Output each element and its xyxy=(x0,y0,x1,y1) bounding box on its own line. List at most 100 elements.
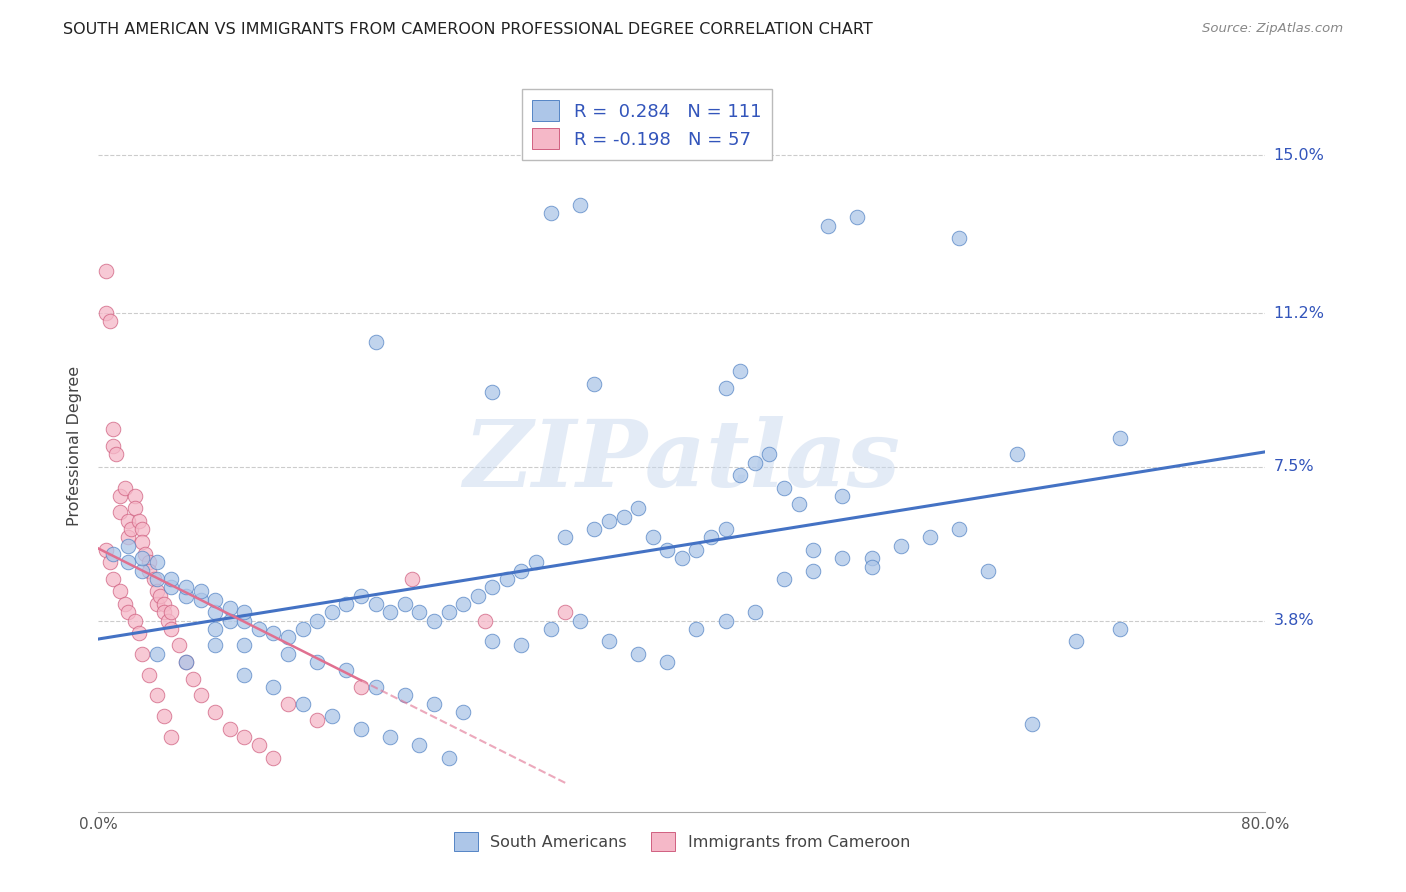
Point xyxy=(218,614,240,628)
Point xyxy=(153,597,176,611)
Point xyxy=(401,572,423,586)
Point xyxy=(117,555,139,569)
Point xyxy=(1007,447,1029,461)
Point xyxy=(149,589,172,603)
Point xyxy=(146,689,169,703)
Point xyxy=(627,501,650,516)
Point xyxy=(98,555,121,569)
Point xyxy=(146,572,169,586)
Point xyxy=(948,522,970,536)
Point xyxy=(247,738,270,752)
Point xyxy=(104,447,127,461)
Point xyxy=(598,634,620,648)
Point xyxy=(174,655,197,669)
Point xyxy=(831,551,853,566)
Point xyxy=(94,542,117,557)
Point xyxy=(364,335,387,350)
Point xyxy=(174,655,197,669)
Point xyxy=(657,655,679,669)
Point xyxy=(744,605,766,619)
Point xyxy=(153,605,176,619)
Point xyxy=(247,622,270,636)
Point xyxy=(307,714,329,728)
Point xyxy=(174,580,197,594)
Point xyxy=(131,647,153,661)
Point xyxy=(262,750,284,764)
Point xyxy=(714,614,737,628)
Point xyxy=(1064,634,1087,648)
Point xyxy=(160,580,183,594)
Point xyxy=(380,730,402,744)
Point xyxy=(233,605,256,619)
Point xyxy=(101,547,124,561)
Point xyxy=(307,655,329,669)
Point xyxy=(423,697,446,711)
Point xyxy=(204,639,226,653)
Point xyxy=(160,622,183,636)
Point xyxy=(1108,622,1130,636)
Point xyxy=(142,572,165,586)
Point xyxy=(94,264,117,278)
Point xyxy=(408,738,430,752)
Point xyxy=(524,555,547,569)
Point xyxy=(730,364,752,378)
Point xyxy=(117,514,139,528)
Point xyxy=(1021,717,1043,731)
Point xyxy=(114,481,136,495)
Point xyxy=(128,514,150,528)
Point xyxy=(394,597,416,611)
Point xyxy=(120,522,142,536)
Point xyxy=(134,547,156,561)
Point xyxy=(153,709,176,723)
Text: 7.5%: 7.5% xyxy=(1274,459,1315,475)
Point xyxy=(423,614,446,628)
Point xyxy=(181,672,204,686)
Point xyxy=(860,559,883,574)
Point xyxy=(204,622,226,636)
Point xyxy=(204,605,226,619)
Point xyxy=(138,555,160,569)
Point xyxy=(583,522,606,536)
Point xyxy=(262,680,284,694)
Text: 3.8%: 3.8% xyxy=(1274,613,1315,628)
Point xyxy=(773,481,796,495)
Point xyxy=(700,530,723,544)
Point xyxy=(233,614,256,628)
Point xyxy=(408,605,430,619)
Point xyxy=(467,589,489,603)
Point xyxy=(977,564,1000,578)
Point xyxy=(846,211,869,225)
Point xyxy=(671,551,693,566)
Point xyxy=(860,551,883,566)
Point xyxy=(124,614,146,628)
Point xyxy=(657,542,679,557)
Point xyxy=(350,680,373,694)
Point xyxy=(1108,431,1130,445)
Point xyxy=(94,306,117,320)
Point xyxy=(744,456,766,470)
Point xyxy=(451,705,474,719)
Point xyxy=(110,584,132,599)
Point xyxy=(167,639,190,653)
Point xyxy=(114,597,136,611)
Point xyxy=(918,530,941,544)
Point xyxy=(583,376,606,391)
Point xyxy=(160,730,183,744)
Point xyxy=(612,509,634,524)
Point xyxy=(437,605,460,619)
Point xyxy=(773,572,796,586)
Point xyxy=(364,597,387,611)
Point xyxy=(510,564,533,578)
Point xyxy=(948,231,970,245)
Point xyxy=(801,542,824,557)
Point xyxy=(101,439,124,453)
Point xyxy=(146,584,169,599)
Point xyxy=(394,689,416,703)
Point xyxy=(685,542,707,557)
Legend: South Americans, Immigrants from Cameroon: South Americans, Immigrants from Cameroo… xyxy=(446,824,918,859)
Point xyxy=(160,572,183,586)
Point xyxy=(335,664,357,678)
Point xyxy=(291,697,314,711)
Point xyxy=(131,551,153,566)
Point xyxy=(496,572,519,586)
